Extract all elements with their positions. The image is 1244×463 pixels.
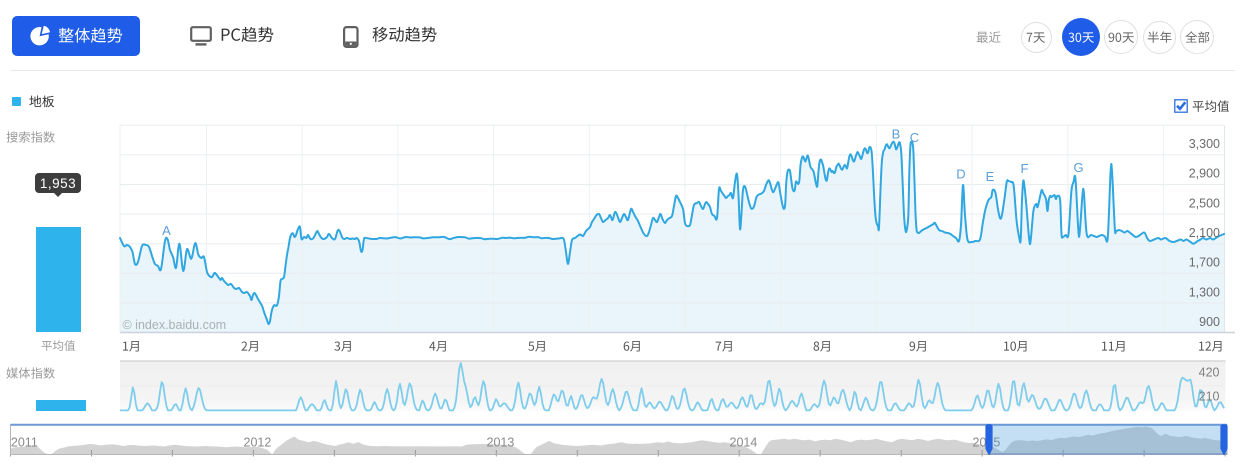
svg-text:2,900: 2,900	[1189, 167, 1220, 181]
svg-text:© index.baidu.com: © index.baidu.com	[123, 318, 227, 332]
svg-text:210: 210	[1199, 389, 1220, 403]
svg-text:2013: 2013	[487, 435, 515, 449]
svg-text:2,100: 2,100	[1189, 226, 1220, 240]
svg-text:A: A	[162, 223, 171, 238]
svg-text:2011: 2011	[11, 435, 38, 449]
svg-text:900: 900	[1199, 315, 1220, 329]
svg-text:2012: 2012	[244, 435, 272, 449]
svg-text:C: C	[910, 130, 919, 145]
svg-text:1,700: 1,700	[1189, 256, 1220, 270]
svg-text:D: D	[956, 167, 965, 182]
svg-text:E: E	[986, 169, 995, 184]
svg-text:1,300: 1,300	[1189, 285, 1220, 299]
svg-text:420: 420	[1199, 365, 1220, 379]
svg-text:F: F	[1021, 161, 1029, 176]
svg-text:B: B	[892, 127, 901, 142]
svg-text:2014: 2014	[730, 435, 758, 449]
svg-text:G: G	[1073, 160, 1083, 175]
svg-text:2,500: 2,500	[1189, 196, 1220, 210]
svg-text:3,300: 3,300	[1189, 137, 1220, 151]
